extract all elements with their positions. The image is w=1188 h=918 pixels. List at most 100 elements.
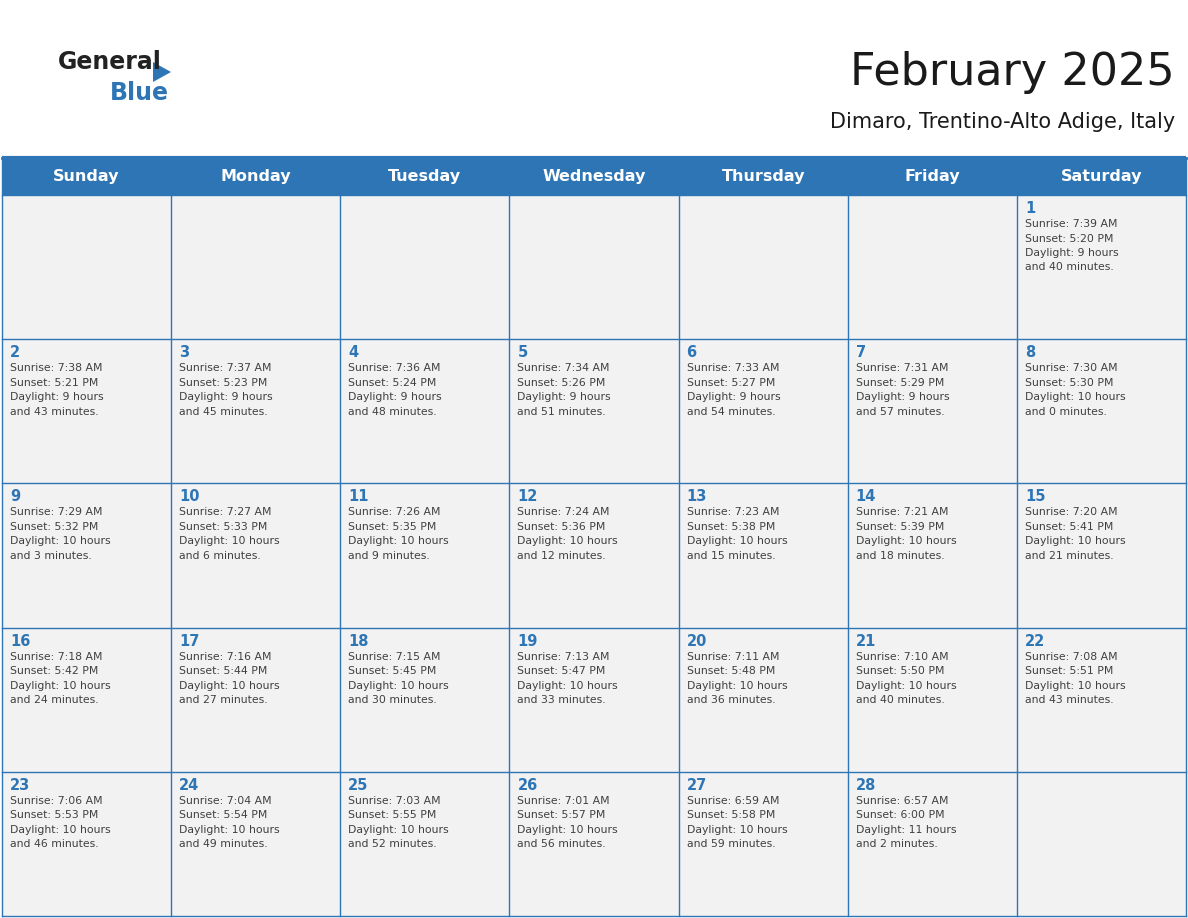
Text: and 24 minutes.: and 24 minutes. — [10, 695, 99, 705]
Text: Sunset: 5:32 PM: Sunset: 5:32 PM — [10, 522, 99, 532]
Text: Sunset: 5:41 PM: Sunset: 5:41 PM — [1025, 522, 1113, 532]
Bar — [340, 195, 510, 339]
Text: 6: 6 — [687, 345, 696, 360]
Text: and 52 minutes.: and 52 minutes. — [348, 839, 437, 849]
Bar — [171, 772, 340, 916]
Text: Sunset: 5:44 PM: Sunset: 5:44 PM — [179, 666, 267, 676]
Text: and 9 minutes.: and 9 minutes. — [348, 551, 430, 561]
Text: and 43 minutes.: and 43 minutes. — [10, 407, 99, 417]
Text: 1: 1 — [1025, 201, 1035, 216]
Text: and 57 minutes.: and 57 minutes. — [855, 407, 944, 417]
Text: 14: 14 — [855, 489, 876, 504]
Text: Daylight: 10 hours: Daylight: 10 hours — [1025, 536, 1125, 546]
Text: and 6 minutes.: and 6 minutes. — [179, 551, 261, 561]
Text: Daylight: 11 hours: Daylight: 11 hours — [855, 824, 956, 834]
Text: Wednesday: Wednesday — [542, 169, 646, 184]
Bar — [678, 628, 848, 772]
Bar — [2, 195, 171, 339]
Bar — [510, 772, 678, 916]
Text: Daylight: 10 hours: Daylight: 10 hours — [10, 536, 110, 546]
Text: 2: 2 — [10, 345, 20, 360]
Text: Saturday: Saturday — [1061, 169, 1142, 184]
Text: 18: 18 — [348, 633, 368, 649]
Text: Sunrise: 7:34 AM: Sunrise: 7:34 AM — [518, 364, 609, 374]
Text: Sunrise: 7:08 AM: Sunrise: 7:08 AM — [1025, 652, 1118, 662]
Text: Sunrise: 7:10 AM: Sunrise: 7:10 AM — [855, 652, 948, 662]
Text: Thursday: Thursday — [721, 169, 805, 184]
Text: and 18 minutes.: and 18 minutes. — [855, 551, 944, 561]
Text: 17: 17 — [179, 633, 200, 649]
Bar — [1017, 339, 1186, 484]
Text: and 48 minutes.: and 48 minutes. — [348, 407, 437, 417]
Bar — [340, 339, 510, 484]
Text: 26: 26 — [518, 778, 538, 793]
Text: Sunset: 5:36 PM: Sunset: 5:36 PM — [518, 522, 606, 532]
Text: Daylight: 10 hours: Daylight: 10 hours — [348, 536, 449, 546]
Text: Sunset: 5:27 PM: Sunset: 5:27 PM — [687, 377, 775, 387]
Bar — [171, 195, 340, 339]
Text: 13: 13 — [687, 489, 707, 504]
Text: 4: 4 — [348, 345, 359, 360]
Text: Daylight: 10 hours: Daylight: 10 hours — [348, 680, 449, 690]
Text: Sunrise: 7:21 AM: Sunrise: 7:21 AM — [855, 508, 948, 518]
Text: Sunset: 5:57 PM: Sunset: 5:57 PM — [518, 811, 606, 821]
Text: 11: 11 — [348, 489, 368, 504]
Text: Daylight: 10 hours: Daylight: 10 hours — [687, 536, 788, 546]
Text: 25: 25 — [348, 778, 368, 793]
Text: Sunrise: 7:18 AM: Sunrise: 7:18 AM — [10, 652, 102, 662]
Bar — [848, 339, 1017, 484]
Text: Daylight: 10 hours: Daylight: 10 hours — [10, 824, 110, 834]
Text: Daylight: 9 hours: Daylight: 9 hours — [1025, 248, 1118, 258]
Text: Sunset: 5:54 PM: Sunset: 5:54 PM — [179, 811, 267, 821]
Text: Sunset: 5:20 PM: Sunset: 5:20 PM — [1025, 233, 1113, 243]
Bar — [340, 772, 510, 916]
Text: Daylight: 10 hours: Daylight: 10 hours — [348, 824, 449, 834]
Bar — [1017, 195, 1186, 339]
Text: Daylight: 10 hours: Daylight: 10 hours — [179, 824, 279, 834]
Text: Sunset: 5:29 PM: Sunset: 5:29 PM — [855, 377, 944, 387]
Text: 7: 7 — [855, 345, 866, 360]
Text: 28: 28 — [855, 778, 876, 793]
Text: and 49 minutes.: and 49 minutes. — [179, 839, 267, 849]
Text: Sunrise: 7:20 AM: Sunrise: 7:20 AM — [1025, 508, 1118, 518]
Text: Sunrise: 7:29 AM: Sunrise: 7:29 AM — [10, 508, 102, 518]
Text: Daylight: 10 hours: Daylight: 10 hours — [855, 536, 956, 546]
Text: Sunrise: 7:39 AM: Sunrise: 7:39 AM — [1025, 219, 1118, 229]
Bar — [510, 339, 678, 484]
Bar — [2, 158, 1186, 195]
Text: Sunrise: 6:59 AM: Sunrise: 6:59 AM — [687, 796, 779, 806]
Bar — [2, 628, 171, 772]
Bar — [510, 195, 678, 339]
Text: Sunrise: 7:30 AM: Sunrise: 7:30 AM — [1025, 364, 1118, 374]
Text: and 40 minutes.: and 40 minutes. — [1025, 263, 1113, 273]
Text: and 3 minutes.: and 3 minutes. — [10, 551, 91, 561]
Bar — [678, 195, 848, 339]
Bar — [2, 339, 171, 484]
Text: Sunset: 5:42 PM: Sunset: 5:42 PM — [10, 666, 99, 676]
Bar — [1017, 484, 1186, 628]
Text: Daylight: 10 hours: Daylight: 10 hours — [855, 680, 956, 690]
Text: Daylight: 9 hours: Daylight: 9 hours — [687, 392, 781, 402]
Text: 5: 5 — [518, 345, 527, 360]
Text: Sunset: 5:35 PM: Sunset: 5:35 PM — [348, 522, 437, 532]
Text: Daylight: 10 hours: Daylight: 10 hours — [1025, 680, 1125, 690]
Text: Daylight: 10 hours: Daylight: 10 hours — [10, 680, 110, 690]
Text: Sunset: 5:39 PM: Sunset: 5:39 PM — [855, 522, 944, 532]
Text: Sunset: 5:33 PM: Sunset: 5:33 PM — [179, 522, 267, 532]
Text: Sunset: 5:45 PM: Sunset: 5:45 PM — [348, 666, 437, 676]
Bar — [848, 484, 1017, 628]
Text: Sunrise: 7:16 AM: Sunrise: 7:16 AM — [179, 652, 272, 662]
Bar — [2, 484, 171, 628]
Text: Sunset: 5:58 PM: Sunset: 5:58 PM — [687, 811, 775, 821]
Text: and 27 minutes.: and 27 minutes. — [179, 695, 267, 705]
Text: Sunset: 5:48 PM: Sunset: 5:48 PM — [687, 666, 775, 676]
Text: Sunrise: 7:04 AM: Sunrise: 7:04 AM — [179, 796, 272, 806]
Text: Sunset: 5:47 PM: Sunset: 5:47 PM — [518, 666, 606, 676]
Text: and 2 minutes.: and 2 minutes. — [855, 839, 937, 849]
Text: Daylight: 9 hours: Daylight: 9 hours — [10, 392, 103, 402]
Text: and 51 minutes.: and 51 minutes. — [518, 407, 606, 417]
Text: Blue: Blue — [110, 81, 169, 105]
Text: Daylight: 10 hours: Daylight: 10 hours — [518, 824, 618, 834]
Text: and 46 minutes.: and 46 minutes. — [10, 839, 99, 849]
Text: Daylight: 10 hours: Daylight: 10 hours — [518, 680, 618, 690]
